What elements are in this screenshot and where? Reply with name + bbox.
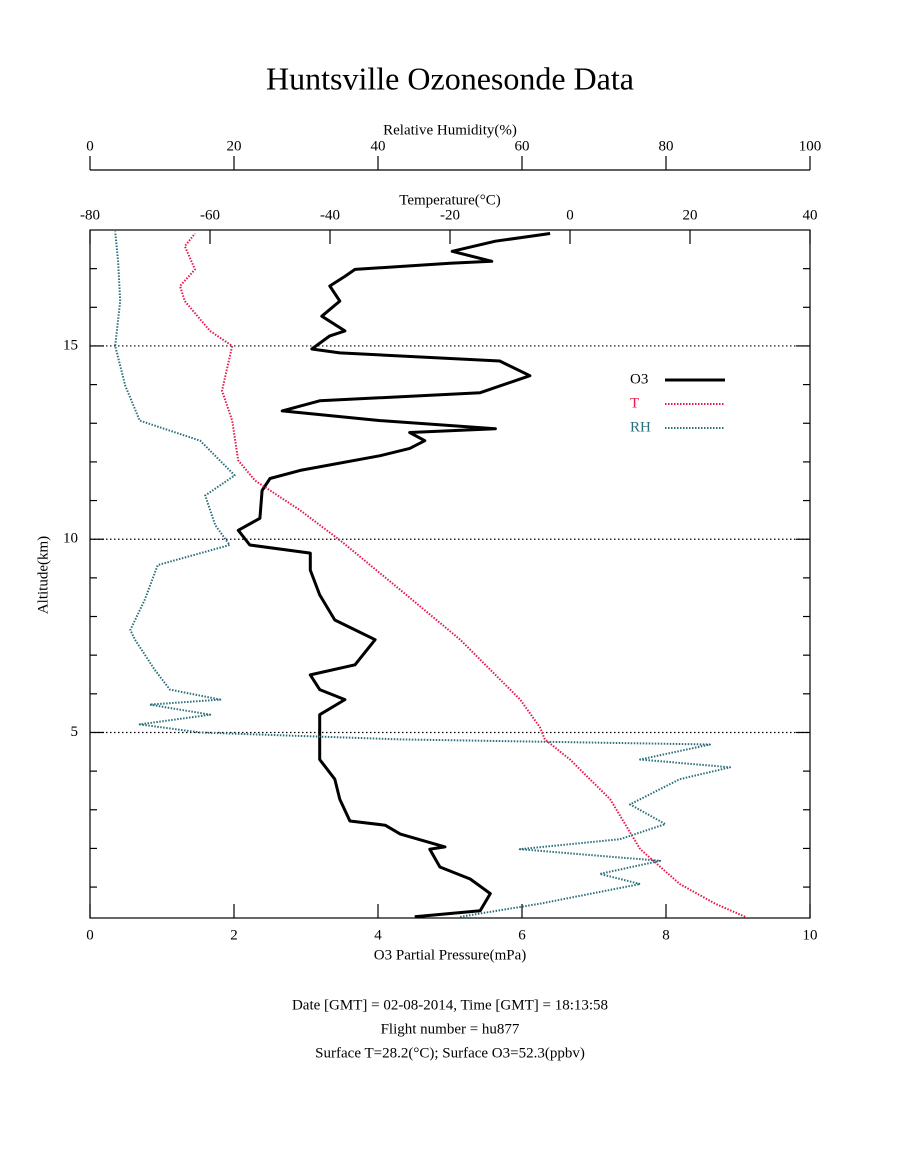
- footer-line: Flight number = hu877: [381, 1021, 520, 1037]
- rh-tick-label: 20: [227, 138, 242, 154]
- footer-line: Date [GMT] = 02-08-2014, Time [GMT] = 18…: [292, 997, 608, 1013]
- y-tick-label: 15: [63, 337, 78, 353]
- rh-axis-label: Relative Humidity(%): [383, 122, 517, 138]
- rh-tick-label: 40: [371, 138, 386, 154]
- t-tick-label: -60: [200, 207, 220, 223]
- legend-label: RH: [630, 419, 651, 435]
- series-line: [179, 232, 746, 918]
- rh-tick-label: 100: [799, 138, 822, 154]
- y-axis-label: Altitude(km): [35, 536, 51, 614]
- x-tick-label: 4: [374, 927, 382, 943]
- x-tick-label: 8: [662, 927, 670, 943]
- footer-line: Surface T=28.2(°C); Surface O3=52.3(ppbv…: [315, 1045, 585, 1061]
- t-tick-label: -40: [320, 207, 340, 223]
- y-tick-label: 10: [63, 531, 78, 547]
- series-line: [236, 232, 551, 919]
- rh-tick-label: 80: [659, 138, 674, 154]
- rh-tick-label: 60: [515, 138, 530, 154]
- x-tick-label: 6: [518, 927, 526, 943]
- t-tick-label: -80: [80, 207, 100, 223]
- series-line: [114, 231, 732, 918]
- x-tick-label: 2: [230, 927, 238, 943]
- x-axis-label: O3 Partial Pressure(mPa): [374, 947, 526, 963]
- t-tick-label: 20: [683, 207, 698, 223]
- t-tick-label: 40: [803, 207, 818, 223]
- plot-frame: [89, 229, 811, 919]
- x-tick-label: 0: [86, 927, 94, 943]
- chart-title: Huntsville Ozonesonde Data: [266, 60, 634, 96]
- legend-label: T: [630, 395, 639, 411]
- t-axis-label: Temperature(°C): [399, 192, 501, 208]
- t-tick-label: -20: [440, 207, 460, 223]
- x-tick-label: 10: [803, 927, 818, 943]
- rh-tick-label: 0: [86, 138, 94, 154]
- t-tick-label: 0: [566, 207, 574, 223]
- legend-label: O3: [630, 371, 648, 387]
- y-tick-label: 5: [71, 724, 79, 740]
